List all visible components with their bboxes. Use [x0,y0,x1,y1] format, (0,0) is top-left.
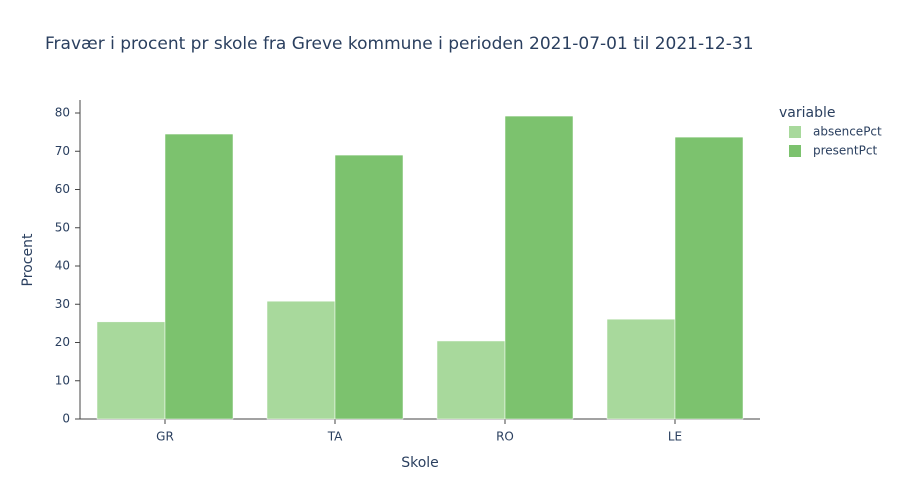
x-axis-title: Skole [401,455,439,471]
bar [606,318,676,420]
y-axis-title: Procent [20,233,36,286]
legend-title: variable [779,105,835,121]
bar [504,115,574,420]
legend-swatch [789,145,801,157]
x-tick-label: TA [327,430,343,444]
y-tick-label: 10 [55,373,70,387]
bar [674,136,744,420]
y-tick-label: 70 [55,144,70,158]
x-tick-label: LE [668,430,682,444]
y-tick-label: 80 [55,106,70,120]
bar [164,133,234,420]
y-tick-label: 50 [55,220,70,234]
legend-label: absencePct [813,125,882,139]
y-tick-label: 40 [55,259,70,273]
y-tick-label: 30 [55,297,70,311]
legend-swatch [789,126,801,138]
bar [436,340,506,420]
x-tick-label: GR [156,430,174,444]
bar [266,300,336,420]
chart-title: Fravær i procent pr skole fra Greve komm… [45,34,754,54]
y-tick-label: 0 [62,412,70,426]
x-tick-label: RO [496,430,514,444]
bar [334,154,404,420]
y-tick-label: 20 [55,335,70,349]
y-tick-label: 60 [55,182,70,196]
bar [96,321,166,420]
legend-label: presentPct [813,144,877,158]
